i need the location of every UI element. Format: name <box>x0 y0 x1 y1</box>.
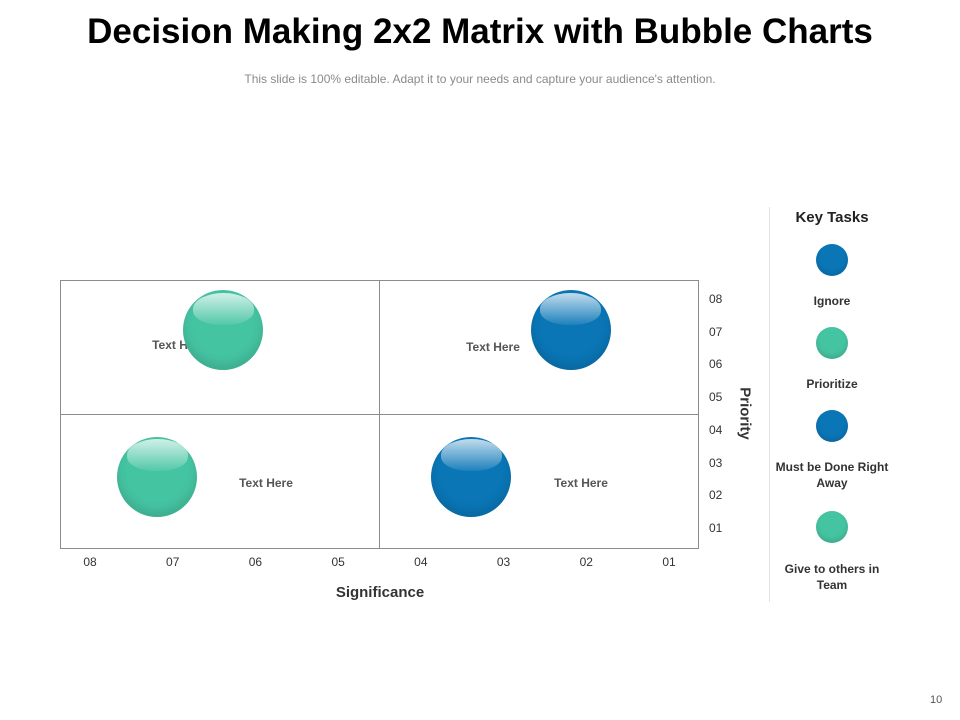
x-axis-label: Significance <box>335 584 425 601</box>
x-tick-label: 04 <box>414 555 428 569</box>
bubble-2 <box>530 290 611 371</box>
quadrant-label-top-right: Text Here <box>466 340 520 354</box>
legend-label: Ignore <box>813 294 851 308</box>
quadrant-label-bottom-right: Text Here <box>554 476 608 490</box>
x-tick-label: 02 <box>579 555 593 569</box>
legend-label: Prioritize <box>806 377 858 391</box>
quadrant-label-bottom-left: Text Here <box>239 476 293 490</box>
slide-subtitle: This slide is 100% editable. Adapt it to… <box>244 72 716 86</box>
x-tick-label: 05 <box>331 555 345 569</box>
x-tick-label: 08 <box>83 555 97 569</box>
slide-title: Decision Making 2x2 Matrix with Bubble C… <box>87 12 873 51</box>
matrix-plot-area: Text Here Text Here Text Here Text Here <box>60 280 699 549</box>
page-number: 10 <box>930 694 943 706</box>
y-tick-label: 01 <box>709 521 723 535</box>
bubble-1 <box>183 290 264 371</box>
y-tick-label: 03 <box>709 455 723 470</box>
legend-bubble-icon <box>816 410 848 442</box>
x-tick-label: 06 <box>248 555 263 569</box>
y-axis-label: Priority <box>736 387 754 440</box>
y-tick-label: 06 <box>709 357 723 372</box>
legend-panel: Key Tasks Ignore Prioritize Must be Done… <box>769 207 894 602</box>
legend-bubble-icon <box>816 327 848 359</box>
x-tick-label: 01 <box>662 555 676 569</box>
y-tick-label: 05 <box>709 390 723 405</box>
y-tick-label: 08 <box>709 292 723 306</box>
legend-label: Give to others in Team <box>784 562 880 592</box>
legend-label: Must be Done Right Away <box>775 460 889 490</box>
legend-bubble-icon <box>816 511 848 543</box>
bubble-4 <box>431 436 512 517</box>
y-tick-label: 04 <box>709 422 723 437</box>
bubble-3 <box>117 436 198 517</box>
legend-bubble-icon <box>816 244 848 276</box>
legend-title: Key Tasks <box>795 209 869 226</box>
quadrant-divider-horizontal <box>61 414 698 415</box>
y-tick-label: 02 <box>709 488 723 503</box>
x-tick-label: 03 <box>496 555 511 569</box>
y-tick-label: 07 <box>709 324 723 339</box>
x-tick-label: 07 <box>166 555 180 569</box>
